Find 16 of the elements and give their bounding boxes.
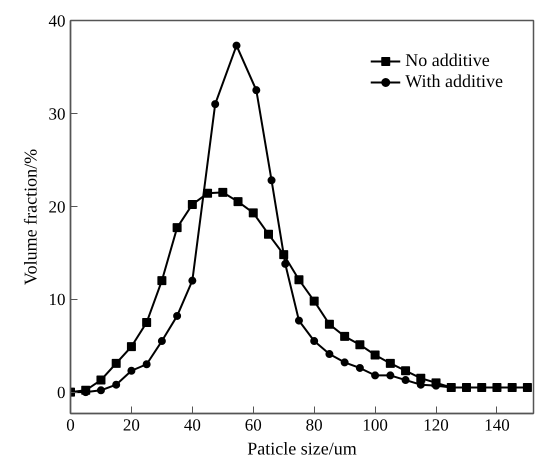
x-tick-label: 120 xyxy=(423,416,449,434)
x-tick-label: 40 xyxy=(184,416,201,434)
legend-label: With additive xyxy=(405,71,503,92)
x-tick-label: 140 xyxy=(484,416,510,434)
y-tick-label: 40 xyxy=(48,12,66,30)
y-tick-label: 30 xyxy=(48,104,66,124)
y-tick-label: 10 xyxy=(48,290,66,310)
x-tick-label: 100 xyxy=(362,416,388,434)
x-tick-label: 20 xyxy=(122,416,140,434)
x-tick-label: 80 xyxy=(306,416,323,434)
legend-label: No additive xyxy=(405,50,490,71)
y-tick-label: 0 xyxy=(57,383,66,402)
x-tick-label: 60 xyxy=(244,416,262,434)
x-axis-title: Paticle size/um xyxy=(247,438,357,458)
y-tick-label: 20 xyxy=(48,197,66,216)
y-axis-title: Volume fraction/% xyxy=(20,148,40,286)
